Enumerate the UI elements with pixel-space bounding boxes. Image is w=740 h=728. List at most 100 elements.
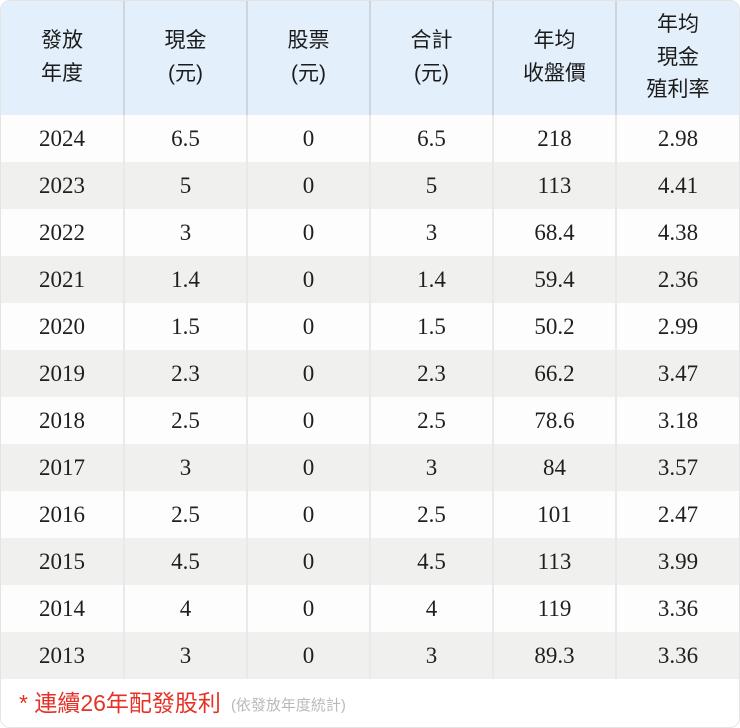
col-header-avg-close-label: 年均 收盤價 bbox=[523, 29, 586, 85]
cell-cash-yield: 3.47 bbox=[615, 350, 739, 397]
cell-stock: 0 bbox=[246, 115, 370, 162]
cell-year: 2020 bbox=[39, 313, 85, 339]
cell-cash: 4.5 bbox=[123, 538, 247, 585]
table-row: 2017 3 0 3 84 3.57 bbox=[1, 444, 739, 491]
cell-cash: 1.4 bbox=[123, 256, 247, 303]
cell-avg-close: 84 bbox=[492, 444, 616, 491]
cell-stock: 0 bbox=[246, 444, 370, 491]
cell-cash: 6.5 bbox=[123, 115, 247, 162]
cell-year: 2023 bbox=[39, 172, 85, 198]
cell-avg-close: 113 bbox=[492, 538, 616, 585]
cell-stock: 0 bbox=[246, 209, 370, 256]
cell-total: 2.5 bbox=[369, 491, 493, 538]
cell-total: 5 bbox=[369, 162, 493, 209]
cell-avg-close: 59.4 bbox=[492, 256, 616, 303]
cell-cash: 1.5 bbox=[123, 303, 247, 350]
col-header-total: 合計 (元) bbox=[369, 1, 493, 115]
cell-year: 2014 bbox=[39, 595, 85, 621]
footnote-note: (依發放年度統計) bbox=[230, 696, 346, 714]
cell-year: 2016 bbox=[39, 501, 85, 527]
cell-total: 4.5 bbox=[369, 538, 493, 585]
cell-stock: 0 bbox=[246, 538, 370, 585]
cell-avg-close: 119 bbox=[492, 585, 616, 632]
cell-year: 2021 bbox=[39, 266, 85, 292]
cell-total: 6.5 bbox=[369, 115, 493, 162]
cell-avg-close: 78.6 bbox=[492, 397, 616, 444]
cell-avg-close: 101 bbox=[492, 491, 616, 538]
cell-cash-yield: 3.57 bbox=[615, 444, 739, 491]
cell-total: 1.4 bbox=[369, 256, 493, 303]
cell-cash: 3 bbox=[123, 444, 247, 491]
col-header-stock: 股票 (元) bbox=[246, 1, 370, 115]
cell-stock: 0 bbox=[246, 303, 370, 350]
cell-stock: 0 bbox=[246, 162, 370, 209]
footnote: * 連續26年配發股利 (依發放年度統計) bbox=[1, 679, 739, 727]
cell-total: 3 bbox=[369, 209, 493, 256]
col-header-total-label: 合計 (元) bbox=[410, 29, 453, 85]
cell-avg-close: 89.3 bbox=[492, 632, 616, 679]
cell-cash: 2.5 bbox=[123, 491, 247, 538]
cell-cash-yield: 3.36 bbox=[615, 632, 739, 679]
table-row: 2021 1.4 0 1.4 59.4 2.36 bbox=[1, 256, 739, 303]
cell-stock: 0 bbox=[246, 256, 370, 303]
cell-cash-yield: 2.98 bbox=[615, 115, 739, 162]
cell-total: 4 bbox=[369, 585, 493, 632]
table-row: 2020 1.5 0 1.5 50.2 2.99 bbox=[1, 303, 739, 350]
cell-total: 1.5 bbox=[369, 303, 493, 350]
cell-avg-close: 68.4 bbox=[492, 209, 616, 256]
cell-year: 2013 bbox=[39, 642, 85, 668]
cell-cash: 2.5 bbox=[123, 397, 247, 444]
col-header-avg-close: 年均 收盤價 bbox=[492, 1, 616, 115]
col-header-year-label: 發放 年度 bbox=[41, 29, 83, 85]
table-row: 2014 4 0 4 119 3.36 bbox=[1, 585, 739, 632]
cell-stock: 0 bbox=[246, 491, 370, 538]
col-header-cash-label: 現金 (元) bbox=[164, 29, 207, 85]
table-row: 2015 4.5 0 4.5 113 3.99 bbox=[1, 538, 739, 585]
cell-cash-yield: 4.38 bbox=[615, 209, 739, 256]
cell-cash: 5 bbox=[123, 162, 247, 209]
cell-cash: 4 bbox=[123, 585, 247, 632]
cell-total: 2.3 bbox=[369, 350, 493, 397]
cell-cash: 2.3 bbox=[123, 350, 247, 397]
cell-cash-yield: 3.99 bbox=[615, 538, 739, 585]
table-row: 2019 2.3 0 2.3 66.2 3.47 bbox=[1, 350, 739, 397]
cell-cash-yield: 2.36 bbox=[615, 256, 739, 303]
cell-cash-yield: 3.18 bbox=[615, 397, 739, 444]
table-header: 發放 年度 現金 (元) 股票 (元) 合計 (元) 年均 收盤價 年均 現金 … bbox=[1, 1, 739, 115]
cell-stock: 0 bbox=[246, 350, 370, 397]
table-body: 2024 6.5 0 6.5 218 2.98 2023 5 0 5 113 4… bbox=[1, 115, 739, 679]
dividend-history-table: 發放 年度 現金 (元) 股票 (元) 合計 (元) 年均 收盤價 年均 現金 … bbox=[1, 1, 739, 679]
cell-total: 2.5 bbox=[369, 397, 493, 444]
table-row: 2013 3 0 3 89.3 3.36 bbox=[1, 632, 739, 679]
cell-total: 3 bbox=[369, 444, 493, 491]
col-header-cash: 現金 (元) bbox=[123, 1, 247, 115]
cell-cash-yield: 2.47 bbox=[615, 491, 739, 538]
col-header-cash-yield-label: 年均 現金 殖利率 bbox=[646, 13, 710, 102]
cell-stock: 0 bbox=[246, 397, 370, 444]
table-row: 2024 6.5 0 6.5 218 2.98 bbox=[1, 115, 739, 162]
cell-total: 3 bbox=[369, 632, 493, 679]
cell-year: 2024 bbox=[39, 125, 85, 151]
cell-year: 2015 bbox=[39, 548, 85, 574]
cell-stock: 0 bbox=[246, 585, 370, 632]
table-row: 2018 2.5 0 2.5 78.6 3.18 bbox=[1, 397, 739, 444]
table-row: 2023 5 0 5 113 4.41 bbox=[1, 162, 739, 209]
cell-avg-close: 50.2 bbox=[492, 303, 616, 350]
header-row: 發放 年度 現金 (元) 股票 (元) 合計 (元) 年均 收盤價 年均 現金 … bbox=[1, 1, 739, 115]
col-header-year: 發放 年度 bbox=[1, 1, 124, 115]
cell-cash-yield: 3.36 bbox=[615, 585, 739, 632]
cell-avg-close: 218 bbox=[492, 115, 616, 162]
cell-year: 2019 bbox=[39, 360, 85, 386]
cell-year: 2022 bbox=[39, 219, 85, 245]
cell-year: 2018 bbox=[39, 407, 85, 433]
col-header-stock-label: 股票 (元) bbox=[287, 29, 330, 85]
cell-avg-close: 113 bbox=[492, 162, 616, 209]
cell-cash-yield: 4.41 bbox=[615, 162, 739, 209]
cell-cash: 3 bbox=[123, 632, 247, 679]
cell-avg-close: 66.2 bbox=[492, 350, 616, 397]
footnote-highlight: * 連續26年配發股利 bbox=[19, 689, 221, 716]
cell-cash: 3 bbox=[123, 209, 247, 256]
table-row: 2016 2.5 0 2.5 101 2.47 bbox=[1, 491, 739, 538]
cell-stock: 0 bbox=[246, 632, 370, 679]
